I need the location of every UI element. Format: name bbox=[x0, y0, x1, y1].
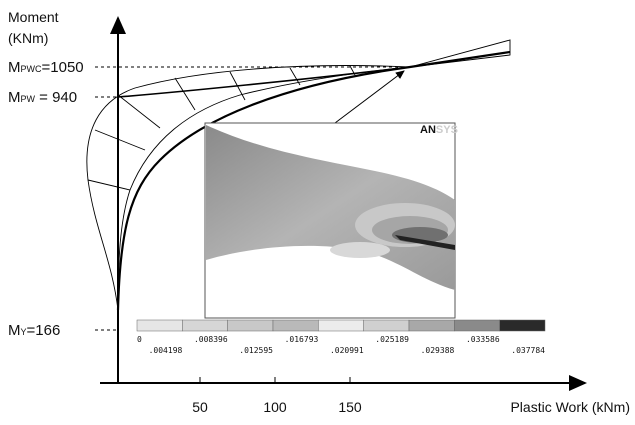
colorbar-label: .033586 bbox=[466, 335, 500, 344]
level-value: =1050 bbox=[42, 59, 84, 76]
colorbar-label: .008396 bbox=[194, 335, 228, 344]
colorbar-swatch bbox=[228, 320, 273, 331]
y-axis-label: (KNm) bbox=[8, 30, 48, 46]
level-symbol: M bbox=[8, 59, 21, 76]
upper-curve bbox=[118, 67, 410, 97]
level-label: MPW = 940 bbox=[8, 89, 77, 106]
level-subscript: PW bbox=[21, 94, 36, 104]
y-axis-label: Moment bbox=[8, 9, 59, 25]
figure: ANSYS 0 .008396 .016793 .025189 .033586 .0041… bbox=[0, 0, 635, 420]
level-label: MPWC=1050 bbox=[8, 59, 84, 76]
logo: ANSYS bbox=[420, 124, 458, 136]
colorbar-label: .037784 bbox=[511, 346, 545, 355]
colorbar-swatch bbox=[273, 320, 318, 331]
colorbar-swatch bbox=[182, 320, 227, 331]
colorbar-label: .029388 bbox=[421, 346, 455, 355]
colorbar-label: .025189 bbox=[375, 335, 409, 344]
colorbar-label: .012595 bbox=[239, 346, 273, 355]
colorbar-label: .020991 bbox=[330, 346, 364, 355]
level-value: = 940 bbox=[35, 89, 77, 106]
x-tick-label: 100 bbox=[263, 399, 287, 415]
colorbar-swatch bbox=[318, 320, 363, 331]
colorbar-swatch bbox=[500, 320, 545, 331]
colorbar-swatch bbox=[364, 320, 409, 331]
colorbar-swatch bbox=[454, 320, 499, 331]
logo-bold: AN bbox=[420, 124, 436, 136]
x-tick-label: 50 bbox=[192, 399, 208, 415]
level-label: MY=166 bbox=[8, 322, 60, 339]
level-value: =166 bbox=[27, 322, 61, 339]
colorbar-swatch bbox=[409, 320, 454, 331]
colorbar-swatch bbox=[137, 320, 182, 331]
colorbar: 0 .008396 .016793 .025189 .033586 .004198 .012… bbox=[137, 320, 545, 355]
logo-light: SYS bbox=[436, 124, 458, 136]
colorbar-label: 0 bbox=[137, 335, 142, 344]
level-symbol: M bbox=[8, 322, 21, 339]
colorbar-label: .004198 bbox=[149, 346, 183, 355]
x-tick-label: 150 bbox=[338, 399, 362, 415]
colorbar-label: .016793 bbox=[285, 335, 319, 344]
x-axis-label: Plastic Work (kNm) bbox=[510, 399, 630, 415]
level-symbol: M bbox=[8, 89, 21, 106]
level-subscript: PWC bbox=[21, 64, 42, 74]
